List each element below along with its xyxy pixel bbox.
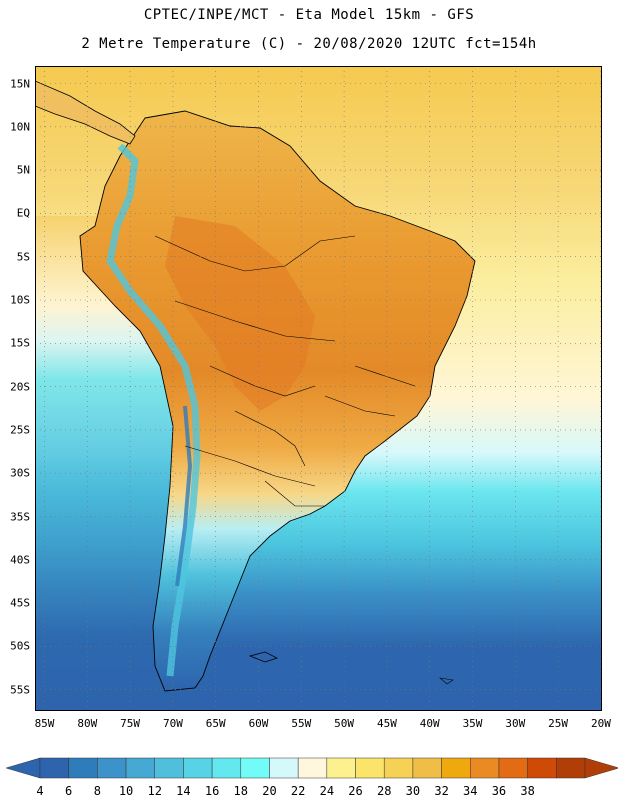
andes-ridge [106,143,201,677]
longitude-label: 20W [590,717,611,730]
colorbar-arrow-left [5,757,41,779]
colorbar-label: 18 [233,784,249,798]
colorbar-swatch [183,757,213,779]
colorbar-swatch [125,757,155,779]
colorbar-swatch [556,757,586,779]
latitude-label: 40S [10,553,30,567]
longitude-label: 40W [419,717,440,730]
colorbar-swatch [412,757,442,779]
colorbar-swatch [297,757,328,779]
temperature-map [35,66,602,711]
latitude-label: 55S [10,683,30,697]
colorbar-swatch [240,757,270,779]
hot-interior [165,216,315,411]
colorbar-swatch [269,757,299,779]
longitude-label: 80W [77,717,98,730]
latitude-label: 5N [16,163,30,177]
longitude-label: 65W [205,717,226,730]
colorbar-label: 10 [118,784,134,798]
colorbar [5,757,618,779]
chart-title: CPTEC/INPE/MCT - Eta Model 15km - GFS [143,7,475,23]
latitude-label: 50S [10,639,30,653]
colorbar-label: 6 [65,784,73,798]
colorbar-swatch [383,757,414,779]
colorbar-label: 22 [290,784,306,798]
colorbar-swatch [211,757,242,779]
colorbar-swatch [355,757,385,779]
colorbar-swatch [154,757,184,779]
longitude-label: 70W [162,717,183,730]
latitude-label: 20S [10,380,30,394]
south-georgia [439,677,454,685]
colorbar-swatch [527,757,557,779]
chart-subtitle: 2 Metre Temperature (C) - 20/08/2020 12U… [81,36,537,52]
latitude-label: 10S [10,293,30,307]
colorbar-label: 36 [491,784,507,798]
latitude-label: 15S [10,336,30,350]
colorbar-label: 8 [93,784,101,798]
central-america [35,80,136,145]
longitude-label: 85W [34,717,55,730]
colorbar-swatch [326,757,356,779]
colorbar-label: 12 [147,784,162,798]
colorbar-label: 16 [204,784,220,798]
falkland-islands [248,651,279,663]
latitude-label: EQ [16,206,30,220]
longitude-label: 35W [462,717,483,730]
colorbar-label: 34 [463,784,478,798]
latitude-label: 35S [10,510,30,523]
colorbar-label: 26 [348,784,363,798]
colorbar-swatch [498,757,528,779]
colorbar-swatch [97,757,127,779]
longitude-label: 25W [548,717,569,730]
longitude-label: 50W [334,717,355,730]
colorbar-label: 30 [405,784,421,798]
colorbar-label: 32 [434,784,449,798]
latitude-label: 25S [10,423,30,437]
longitude-label: 30W [505,717,526,730]
longitude-label: 45W [376,717,397,730]
latitude-label: 10N [10,120,30,134]
colorbar-label: 20 [262,784,277,798]
latitude-label: 15N [10,77,30,90]
latitude-label: 5S [16,250,30,264]
latitude-label: 45S [10,596,30,610]
colorbar-label: 38 [520,784,535,798]
colorbar-label: 14 [176,784,191,798]
latitude-label: 30S [10,466,30,480]
longitude-label: 55W [291,717,312,730]
longitude-label: 75W [120,717,141,730]
colorbar-arrow-right [584,757,618,779]
colorbar-swatch [441,757,471,779]
andes-core [175,405,193,587]
colorbar-label: 4 [36,784,44,798]
longitude-label: 60W [248,717,269,730]
colorbar-swatch [470,757,500,779]
colorbar-label: 24 [319,784,335,798]
colorbar-label: 28 [376,784,392,798]
colorbar-swatch [68,757,98,779]
colorbar-swatch [39,757,69,779]
